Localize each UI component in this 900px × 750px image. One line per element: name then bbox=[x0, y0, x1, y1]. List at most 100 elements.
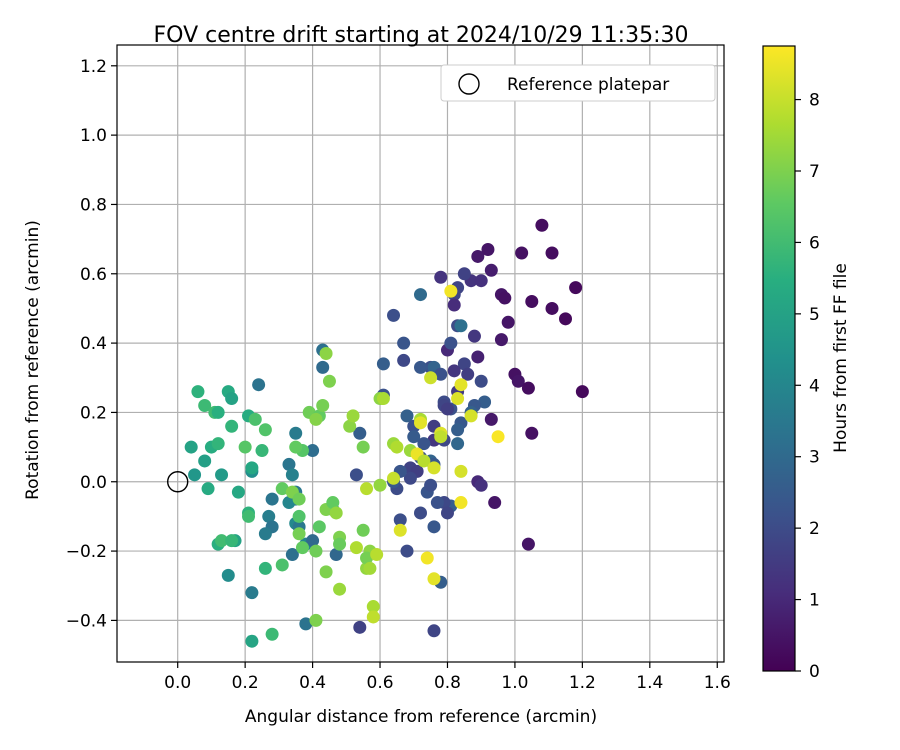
legend-label: Reference platepar bbox=[507, 75, 669, 95]
data-point bbox=[525, 426, 539, 440]
legend-marker-icon bbox=[458, 73, 480, 95]
data-point bbox=[434, 430, 448, 444]
data-point bbox=[559, 312, 573, 326]
data-point bbox=[397, 336, 411, 350]
data-point bbox=[451, 392, 465, 406]
data-point bbox=[366, 600, 380, 614]
colorbar-label: Hours from first FF file bbox=[831, 263, 851, 453]
data-point bbox=[346, 409, 360, 423]
data-point bbox=[484, 412, 498, 426]
y-tick-label: −0.4 bbox=[66, 611, 107, 631]
data-point bbox=[521, 537, 535, 551]
data-point bbox=[434, 270, 448, 284]
data-point bbox=[295, 541, 309, 555]
colorbar-ticks: 0 1 2 3 4 5 6 7 8 bbox=[795, 91, 820, 682]
data-point bbox=[289, 426, 303, 440]
data-point bbox=[501, 315, 515, 329]
data-point bbox=[440, 506, 454, 520]
data-point bbox=[265, 492, 279, 506]
data-point bbox=[360, 551, 374, 565]
data-point bbox=[215, 468, 229, 482]
data-point bbox=[215, 534, 229, 548]
reference-platepar-marker bbox=[166, 471, 189, 493]
data-point bbox=[545, 246, 559, 260]
data-point bbox=[474, 478, 488, 492]
data-point bbox=[312, 520, 326, 534]
data-point bbox=[343, 419, 357, 433]
data-point bbox=[464, 409, 478, 423]
data-point bbox=[414, 506, 427, 520]
data-point bbox=[366, 610, 380, 624]
data-point bbox=[387, 471, 401, 485]
data-point bbox=[231, 485, 245, 499]
data-point bbox=[434, 367, 448, 381]
data-point bbox=[417, 454, 431, 468]
data-point bbox=[333, 537, 347, 551]
data-point bbox=[427, 572, 441, 586]
x-axis-label: Angular distance from reference (arcmin) bbox=[245, 707, 597, 727]
x-tick-label: 0.0 bbox=[164, 673, 191, 693]
data-point bbox=[440, 402, 454, 416]
colorbar-tick-label: 7 bbox=[809, 162, 820, 182]
data-point bbox=[376, 392, 390, 406]
colorbar-tick-label: 5 bbox=[809, 305, 820, 325]
colorbar-tick-label: 8 bbox=[809, 91, 820, 111]
x-tick-label: 0.4 bbox=[299, 673, 326, 693]
data-point bbox=[444, 336, 458, 350]
data-point bbox=[322, 374, 336, 388]
data-point bbox=[198, 454, 212, 468]
data-point bbox=[417, 437, 431, 451]
y-tick-label: 1.2 bbox=[80, 57, 107, 77]
data-point bbox=[376, 357, 390, 371]
data-point bbox=[306, 444, 320, 458]
data-point bbox=[191, 385, 205, 399]
data-point bbox=[478, 395, 492, 409]
y-tick-label: 0.0 bbox=[80, 473, 107, 493]
data-point bbox=[407, 430, 421, 444]
data-point bbox=[481, 243, 495, 257]
data-point bbox=[491, 430, 505, 444]
data-point bbox=[319, 347, 333, 360]
data-point bbox=[454, 464, 468, 478]
data-point bbox=[471, 350, 485, 364]
data-point bbox=[393, 513, 407, 527]
data-point bbox=[282, 457, 296, 471]
x-tick-label: 0.2 bbox=[232, 673, 259, 693]
data-point bbox=[329, 548, 343, 562]
data-point bbox=[201, 482, 215, 496]
colorbar: 0 1 2 3 4 5 6 7 8 Hours from first FF file bbox=[762, 45, 851, 682]
x-tick-label: 1.0 bbox=[501, 673, 528, 693]
data-point bbox=[488, 496, 502, 510]
data-point bbox=[211, 405, 225, 419]
y-tick-label: 0.8 bbox=[80, 195, 107, 215]
data-point bbox=[349, 541, 363, 555]
data-point bbox=[414, 288, 427, 302]
data-point bbox=[329, 506, 343, 520]
data-point bbox=[356, 523, 370, 537]
data-point bbox=[248, 412, 262, 426]
data-point bbox=[387, 308, 401, 322]
data-point bbox=[457, 267, 471, 281]
colorbar-gradient bbox=[762, 45, 796, 672]
data-point bbox=[292, 509, 306, 523]
x-axis: 0.0 0.2 0.4 0.6 0.8 1.0 1.2 1.4 1.6 bbox=[164, 662, 731, 693]
data-point bbox=[238, 440, 252, 454]
data-point bbox=[316, 360, 330, 374]
data-point bbox=[430, 496, 444, 510]
y-tick-label: −0.2 bbox=[66, 542, 107, 562]
x-tick-label: 0.8 bbox=[434, 673, 461, 693]
data-point bbox=[353, 426, 367, 440]
data-point bbox=[569, 281, 583, 295]
data-point bbox=[282, 496, 296, 510]
data-point bbox=[316, 398, 330, 412]
x-tick-label: 1.6 bbox=[704, 673, 731, 693]
data-point bbox=[370, 548, 384, 562]
data-point bbox=[255, 444, 269, 458]
data-point bbox=[258, 527, 272, 541]
data-point bbox=[467, 329, 481, 343]
x-tick-label: 1.4 bbox=[636, 673, 663, 693]
data-point bbox=[198, 398, 212, 412]
data-point bbox=[262, 509, 276, 523]
data-point bbox=[511, 374, 525, 388]
